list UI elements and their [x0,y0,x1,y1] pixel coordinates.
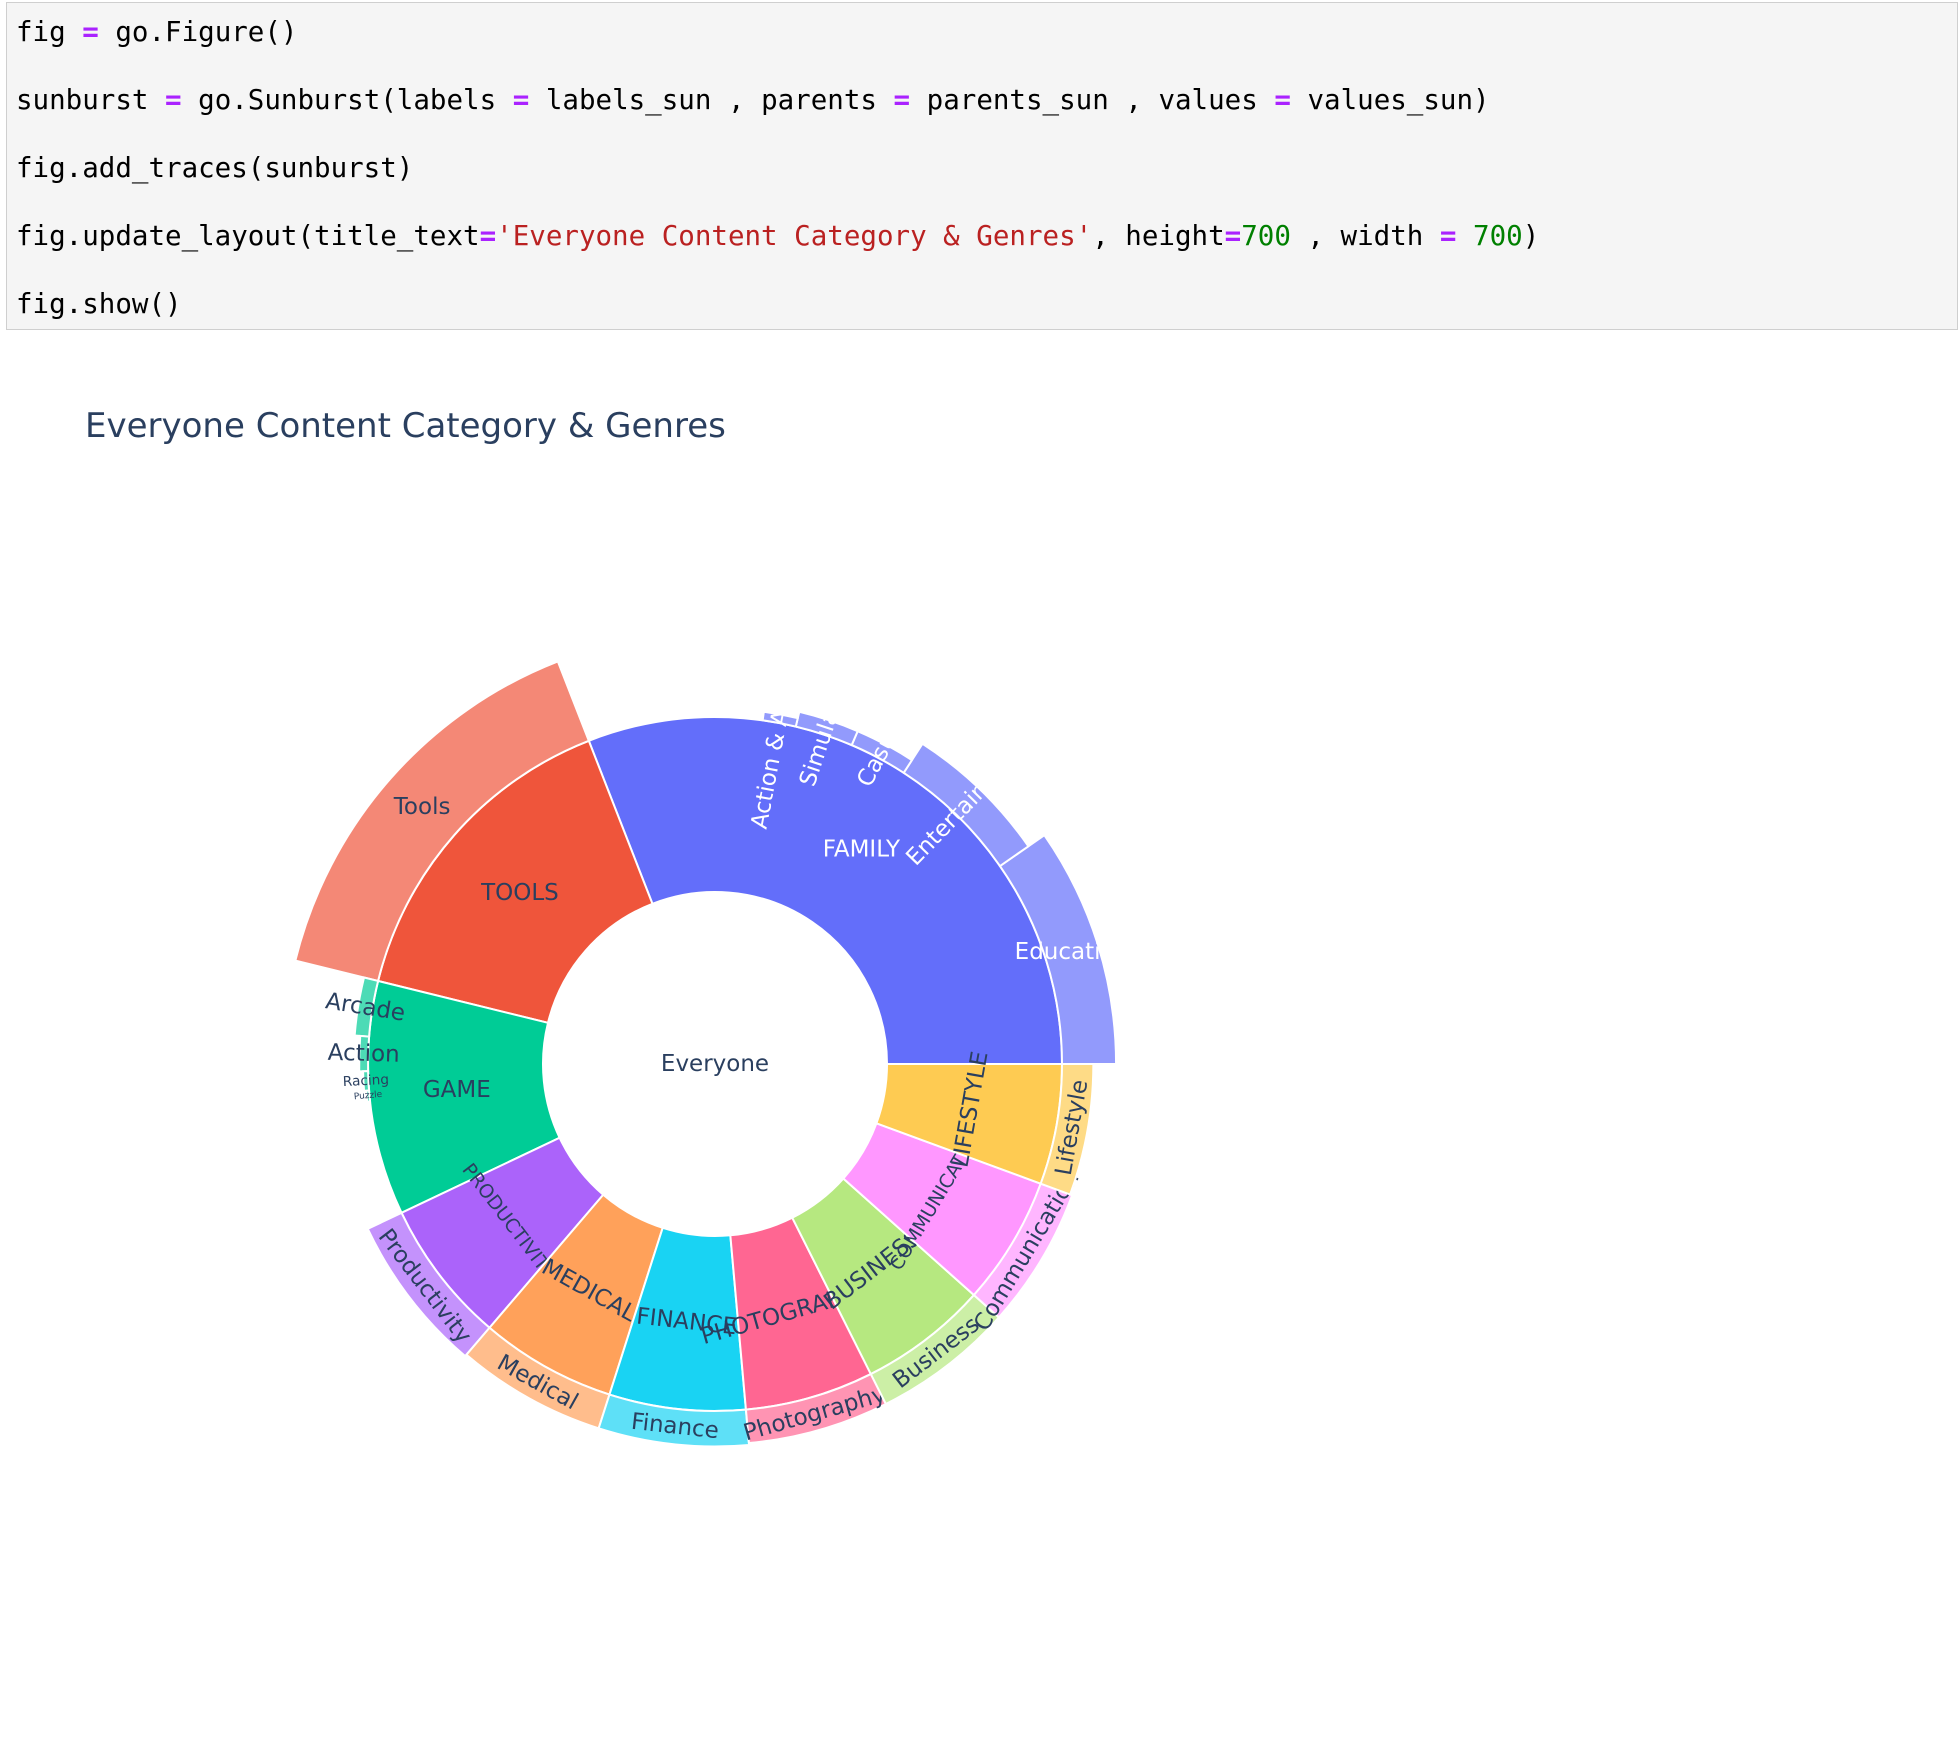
chart-title: Everyone Content Category & Genres [85,406,726,446]
code-line-4: fig.update_layout(title_text='Everyone C… [16,220,1540,252]
sector-lifestyle[interactable] [1039,1063,1095,1196]
sector-puzzle[interactable] [365,1089,372,1103]
label-education-genre: Education [1015,939,1130,965]
label-puzzle-genre: Puzzle [353,1090,383,1103]
label-family: FAMILY [823,837,901,863]
label-everyone: Everyone [661,1051,769,1077]
label-action-genre: Action [327,1040,400,1068]
label-tools: TOOLS [480,880,559,906]
code-cell[interactable]: fig = go.Figure() sunburst = go.Sunburst… [6,2,1958,330]
sector-action-adventure[interactable] [761,710,800,728]
label-tools-genre: Tools [393,794,451,820]
code-line-1: fig = go.Figure() [16,16,298,48]
label-racing-genre: Racing [342,1072,389,1090]
sector-everyone[interactable] [543,892,887,1236]
code-line-5: fig.show() [16,288,182,320]
code-line-2: sunburst = go.Sunburst(labels = labels_s… [16,84,1490,116]
label-game: GAME [423,1077,491,1103]
sector-tools[interactable] [294,660,591,983]
code-line-3: fig.add_traces(sunburst) [16,152,414,184]
sector-entertainment[interactable] [902,742,1030,868]
